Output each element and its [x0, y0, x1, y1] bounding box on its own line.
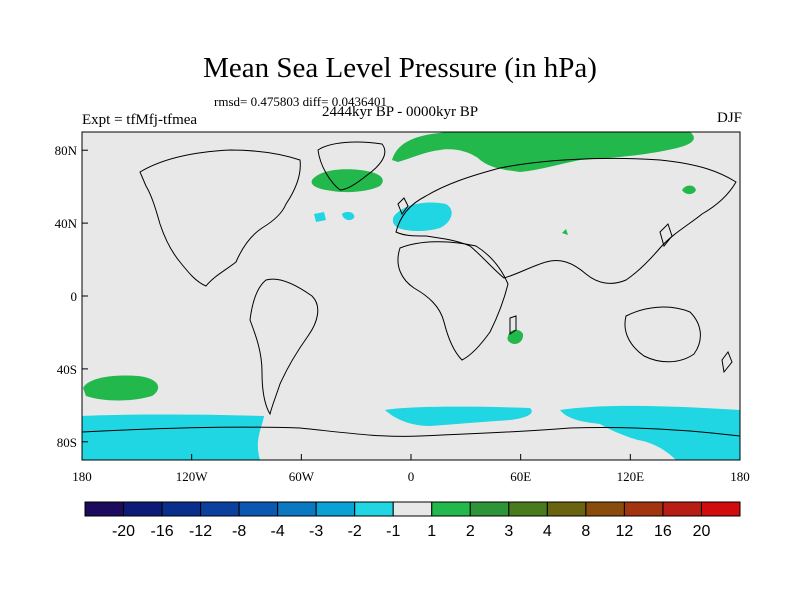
- map-background: [82, 132, 740, 460]
- colorbar-label: -4: [271, 523, 285, 540]
- coast-antarctica: [82, 426, 740, 437]
- colorbar-label: -8: [232, 523, 246, 540]
- colorbar-swatch: [161, 501, 202, 517]
- coast-north-america: [139, 149, 301, 287]
- colorbar-swatch: [469, 501, 510, 517]
- positive-anomaly-siberia: [682, 185, 696, 195]
- experiment-label: Expt = tfMfj-tfmea: [82, 112, 198, 128]
- season-label: DJF: [716, 110, 742, 126]
- rmsd-diff-stats: rmsd= 0.475803 diff= 0.0436401: [214, 94, 387, 109]
- colorbar-label: 2: [466, 523, 475, 540]
- colorbar-label: -20: [112, 523, 135, 540]
- colorbar: -20 -16 -12 -8 -4 -3 -2 -1 1 2 3 4 8 12 16 20: [84, 501, 741, 540]
- colorbar-label: 1: [427, 523, 436, 540]
- coast-australia: [624, 306, 701, 363]
- coastlines: [82, 141, 740, 437]
- colorbar-swatch: [623, 501, 664, 517]
- x-tick-label: 60W: [289, 469, 315, 484]
- colorbar-swatch: [431, 501, 471, 517]
- coast-south-america: [249, 278, 319, 416]
- coast-new-zealand: [721, 350, 733, 374]
- coast-eurasia: [395, 157, 737, 284]
- colorbar-swatch: [238, 501, 279, 517]
- coast-japan: [659, 223, 673, 248]
- colorbar-swatch: [546, 501, 587, 517]
- colorbar-label: -2: [348, 523, 362, 540]
- anomaly-fields: [82, 132, 740, 460]
- x-tick-label: 0: [408, 469, 415, 484]
- colorbar-label: 3: [504, 523, 513, 540]
- positive-anomaly-arctic: [392, 132, 694, 172]
- colorbar-label: 4: [543, 523, 552, 540]
- colorbar-swatch: [277, 501, 317, 517]
- x-axis: 180 120W 60W 0 60E 120E 180: [72, 454, 750, 484]
- colorbar-swatch: [354, 501, 394, 517]
- colorbar-label: 20: [693, 523, 711, 540]
- colorbar-swatch: [700, 501, 741, 517]
- colorbar-swatch: [315, 501, 356, 517]
- y-tick-label: 0: [71, 289, 78, 304]
- colorbar-label: 8: [581, 523, 590, 540]
- coast-africa: [397, 241, 509, 361]
- negative-anomaly-atlantic-2: [342, 211, 355, 221]
- positive-anomaly-greenland: [311, 169, 383, 193]
- map-title: Mean Sea Level Pressure (in hPa): [203, 52, 597, 84]
- x-tick-label: 120E: [617, 469, 645, 484]
- y-tick-label: 80S: [57, 435, 77, 450]
- coast-british-isles: [397, 197, 409, 216]
- colorbar-swatch: [200, 501, 240, 517]
- colorbar-label: -1: [386, 523, 400, 540]
- y-tick-label: 80N: [55, 143, 78, 158]
- x-tick-label: 180: [72, 469, 92, 484]
- colorbar-label: -12: [189, 523, 212, 540]
- colorbar-swatch: [392, 501, 433, 517]
- colorbar-swatch: [123, 501, 163, 517]
- colorbar-swatch: [585, 501, 625, 517]
- colorbar-swatch: [508, 501, 548, 517]
- negative-anomaly-antarctic: [82, 405, 740, 460]
- positive-anomaly-south-pacific: [83, 375, 159, 401]
- colorbar-swatch: [662, 501, 702, 517]
- colorbar-label: 12: [616, 523, 634, 540]
- x-tick-label: 120W: [176, 469, 209, 484]
- period-label: 2444kyr BP - 0000kyr BP: [322, 104, 479, 120]
- colorbar-swatch: [84, 501, 125, 517]
- negative-anomaly-atlantic-1: [314, 212, 326, 222]
- y-tick-label: 40N: [55, 216, 78, 231]
- y-axis: 80N 40N 0 40S 80S: [55, 143, 88, 450]
- y-tick-label: 40S: [57, 362, 77, 377]
- coast-madagascar: [509, 315, 517, 335]
- coast-greenland: [317, 141, 386, 191]
- colorbar-label: -16: [150, 523, 173, 540]
- x-tick-label: 60E: [510, 469, 531, 484]
- positive-anomaly-asia: [562, 229, 568, 235]
- x-tick-label: 180: [730, 469, 750, 484]
- colorbar-label: 16: [654, 523, 672, 540]
- colorbar-label: -3: [309, 523, 323, 540]
